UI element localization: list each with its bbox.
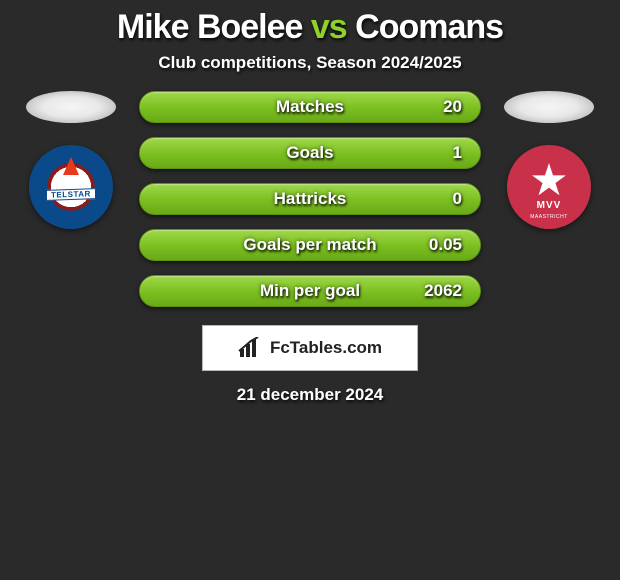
stat-label: Hattricks xyxy=(274,189,347,209)
club-name-left: TELSTAR xyxy=(46,188,96,201)
flame-icon xyxy=(63,157,79,175)
subtitle: Club competitions, Season 2024/2025 xyxy=(0,53,620,73)
stat-row: Hattricks 0 xyxy=(139,183,481,215)
left-player-col: TELSTAR xyxy=(21,91,121,229)
stat-value-right: 0.05 xyxy=(429,235,462,255)
stat-value-right: 20 xyxy=(443,97,462,117)
right-player-col: ★ MVV MAASTRICHT xyxy=(499,91,599,229)
brand-text: FcTables.com xyxy=(270,338,382,358)
stat-label: Matches xyxy=(276,97,344,117)
player2-name: Coomans xyxy=(355,8,503,46)
stats-column: Matches 20 Goals 1 Hattricks 0 Goals per match… xyxy=(139,91,481,307)
stat-value-right: 2062 xyxy=(424,281,462,301)
stat-row: Goals 1 xyxy=(139,137,481,169)
stat-label: Goals per match xyxy=(243,235,376,255)
club-badge-right: ★ MVV MAASTRICHT xyxy=(507,145,591,229)
main-row: TELSTAR Matches 20 Goals 1 Hattricks 0 Goals p… xyxy=(0,91,620,307)
stat-label: Min per goal xyxy=(260,281,360,301)
club-name-right: MVV xyxy=(537,200,562,211)
date-line: 21 december 2024 xyxy=(0,385,620,405)
player-avatar-halo xyxy=(504,91,594,123)
club-sub-right: MAASTRICHT xyxy=(530,214,568,220)
stat-row: Min per goal 2062 xyxy=(139,275,481,307)
stat-row: Goals per match 0.05 xyxy=(139,229,481,261)
vs-word: vs xyxy=(311,8,347,46)
stat-row: Matches 20 xyxy=(139,91,481,123)
stat-value-right: 0 xyxy=(453,189,462,209)
comparison-card: Mike Boelee vs Coomans Club competitions… xyxy=(0,0,620,405)
club-badge-left: TELSTAR xyxy=(29,145,113,229)
stat-value-right: 1 xyxy=(453,143,462,163)
player1-name: Mike Boelee xyxy=(117,8,303,46)
player-avatar-halo xyxy=(26,91,116,123)
bar-chart-icon xyxy=(238,337,264,359)
star-icon: ★ xyxy=(529,159,568,203)
brand-panel: FcTables.com xyxy=(202,325,418,371)
stat-label: Goals xyxy=(286,143,333,163)
page-title: Mike Boelee vs Coomans xyxy=(0,8,620,47)
